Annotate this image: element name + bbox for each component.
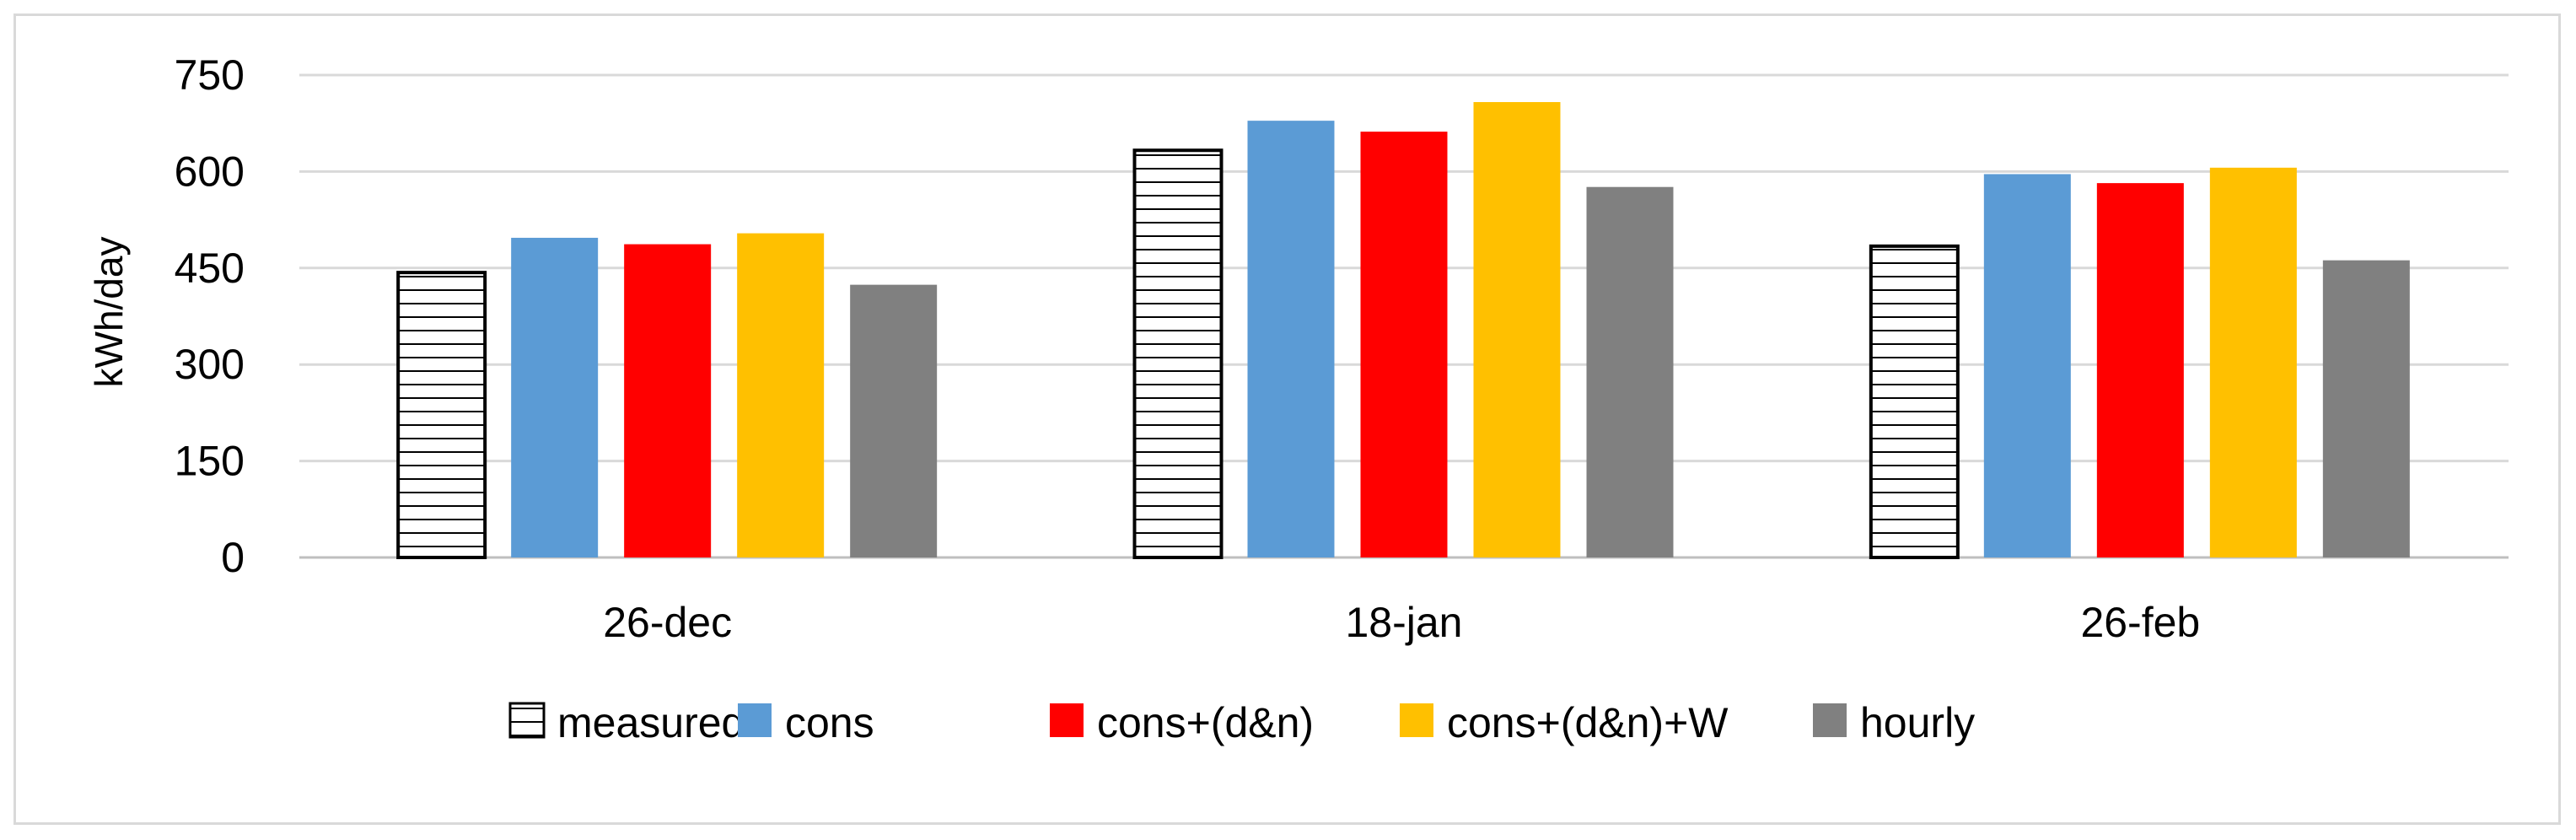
legend-label: measured [557,699,745,746]
x-tick-label: 26-feb [2080,599,2200,646]
y-tick-label: 450 [175,245,245,292]
bar-measured-26-dec [396,271,487,559]
legend: measured cons cons+(d&n) cons+(d&n)+W hourly [508,699,1975,746]
legend-swatch [738,703,772,737]
y-tick-label: 300 [175,341,245,388]
bar-cons-d-n--26-feb [2096,183,2184,558]
legend-label: cons [785,699,874,746]
legend-label: cons+(d&n) [1097,699,1314,746]
bar-hourly-26-feb [2322,260,2410,557]
bar-cons-26-dec [511,237,599,557]
bar-measured-18-jan [1132,148,1223,559]
legend-label: hourly [1860,699,1975,746]
bar-cons-d-n-w-26-dec [737,233,825,557]
bar-hourly-26-dec [850,284,938,557]
bar-cons-d-n--18-jan [1360,132,1448,557]
legend-swatch [1400,703,1433,737]
x-tick-label: 26-dec [603,599,732,646]
y-tick-label: 150 [175,438,245,485]
bar-measured-26-feb [1869,244,1960,559]
legend-swatch [1813,703,1847,737]
legend-label: cons+(d&n)+W [1447,699,1729,746]
y-tick-label: 750 [175,51,245,99]
y-tick-label: 600 [175,148,245,195]
x-axis-ticks: 26-dec 18-jan 26-feb [603,599,2200,646]
bar-cons-d-n-w-18-jan [1473,102,1561,558]
bar-cons-26-feb [1983,174,2071,557]
bar-hourly-18-jan [1586,186,1674,558]
legend-swatch [508,702,546,739]
y-tick-label: 0 [221,534,245,581]
bars [396,102,2410,559]
x-tick-label: 18-jan [1346,599,1463,646]
bar-cons-18-jan [1247,121,1335,557]
legend-swatch [1050,703,1084,737]
bar-cons-d-n--26-dec [624,244,712,557]
bar-cons-d-n-w-26-feb [2209,167,2297,557]
y-axis-title: kWh/day [87,237,131,388]
y-axis-ticks: 0 150 300 450 600 750 [175,51,245,581]
